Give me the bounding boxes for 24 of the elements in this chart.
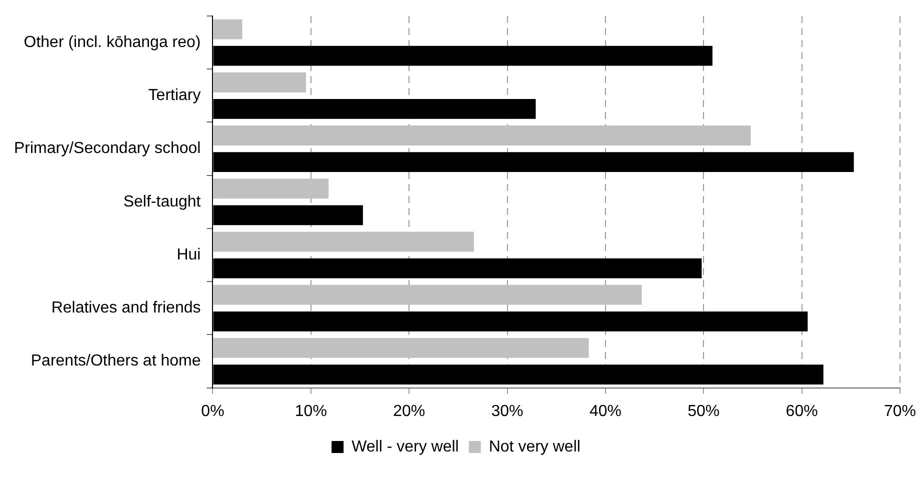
y-tick-label: Tertiary [148,87,201,104]
x-tick-label: 70% [884,402,916,420]
bar [213,72,306,92]
legend-label: Well - very well [352,438,459,456]
y-tick-label: Primary/Secondary school [14,140,201,158]
y-tick-label: Self-taught [123,193,202,210]
y-tick-label: Relatives and friends [51,300,201,317]
bar [213,232,474,252]
y-tick-label: Hui [176,246,201,264]
x-tick-label: 30% [491,402,524,420]
x-tick-label: 10% [294,402,327,420]
bar [213,126,751,146]
x-tick-label: 20% [393,402,426,420]
x-tick-label: 40% [589,402,622,420]
x-tick-label: 50% [688,402,720,420]
y-tick-label: Other (incl. kōhanga reo) [24,34,201,51]
y-tick-label: Parents/Others at home [30,352,201,370]
bar [213,19,242,40]
bar [213,338,589,358]
bar [213,284,642,305]
bar [213,178,329,199]
legend-label: Not very well [488,438,580,456]
x-tick-label: 0% [201,402,224,420]
x-tick-label: 60% [786,402,818,420]
